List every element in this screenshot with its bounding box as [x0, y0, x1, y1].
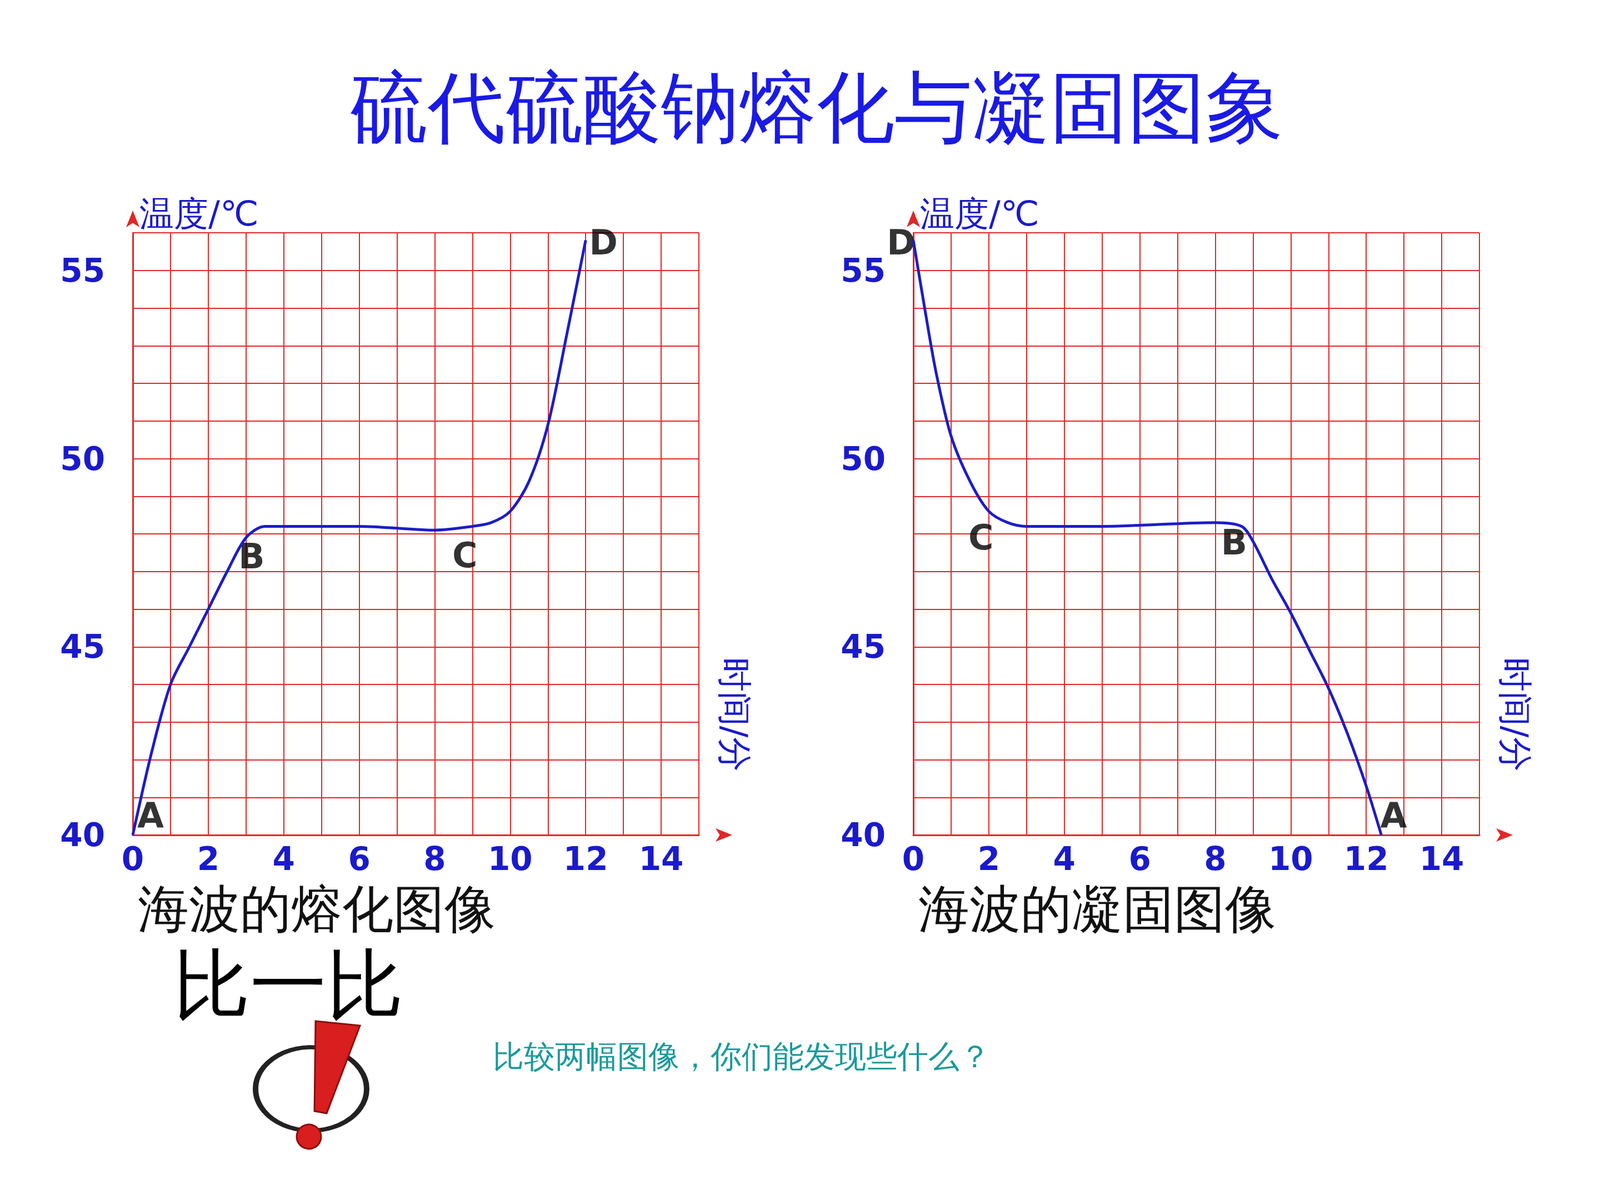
svg-text:A: A [1380, 795, 1407, 836]
svg-text:40: 40 [60, 816, 105, 854]
svg-text:海波的凝固图像: 海波的凝固图像 [918, 879, 1277, 939]
svg-text:6: 6 [1128, 840, 1151, 878]
svg-text:0: 0 [121, 840, 144, 878]
svg-text:C: C [968, 517, 994, 558]
svg-text:45: 45 [840, 627, 886, 666]
svg-text:50: 50 [60, 440, 105, 478]
svg-text:10: 10 [487, 840, 533, 878]
svg-text:D: D [886, 222, 915, 263]
svg-text:14: 14 [1419, 840, 1465, 878]
svg-text:40: 40 [840, 816, 886, 854]
svg-text:比较两幅图像，你们能发现些什么？: 比较两幅图像，你们能发现些什么？ [492, 1038, 991, 1075]
svg-text:12: 12 [1343, 840, 1389, 878]
svg-text:14: 14 [638, 840, 684, 878]
svg-text:A: A [137, 794, 164, 836]
svg-text:2: 2 [197, 840, 220, 878]
svg-text:6: 6 [347, 840, 370, 878]
svg-text:55: 55 [60, 251, 105, 290]
svg-text:2: 2 [977, 840, 1000, 878]
svg-text:温度/℃: 温度/℃ [920, 193, 1040, 234]
svg-text:8: 8 [423, 840, 446, 878]
svg-text:55: 55 [840, 251, 886, 290]
svg-text:50: 50 [840, 440, 886, 478]
svg-text:B: B [1221, 522, 1248, 563]
svg-text:时间/分: 时间/分 [714, 657, 755, 773]
svg-text:D: D [588, 222, 618, 263]
svg-text:比一比: 比一比 [173, 940, 404, 1030]
svg-text:C: C [452, 535, 478, 576]
svg-text:10: 10 [1268, 840, 1314, 878]
svg-text:温度/℃: 温度/℃ [139, 193, 259, 234]
svg-text:B: B [238, 535, 265, 577]
svg-text:0: 0 [902, 840, 925, 878]
svg-text:12: 12 [563, 840, 609, 878]
svg-text:硫代硫酸钠熔化与凝固图象: 硫代硫酸钠熔化与凝固图象 [350, 62, 1284, 153]
svg-text:4: 4 [1053, 840, 1076, 878]
svg-text:海波的熔化图像: 海波的熔化图像 [137, 879, 496, 939]
svg-text:4: 4 [272, 840, 295, 878]
svg-text:时间/分: 时间/分 [1495, 657, 1536, 773]
svg-text:45: 45 [60, 627, 105, 666]
svg-text:8: 8 [1203, 840, 1227, 878]
